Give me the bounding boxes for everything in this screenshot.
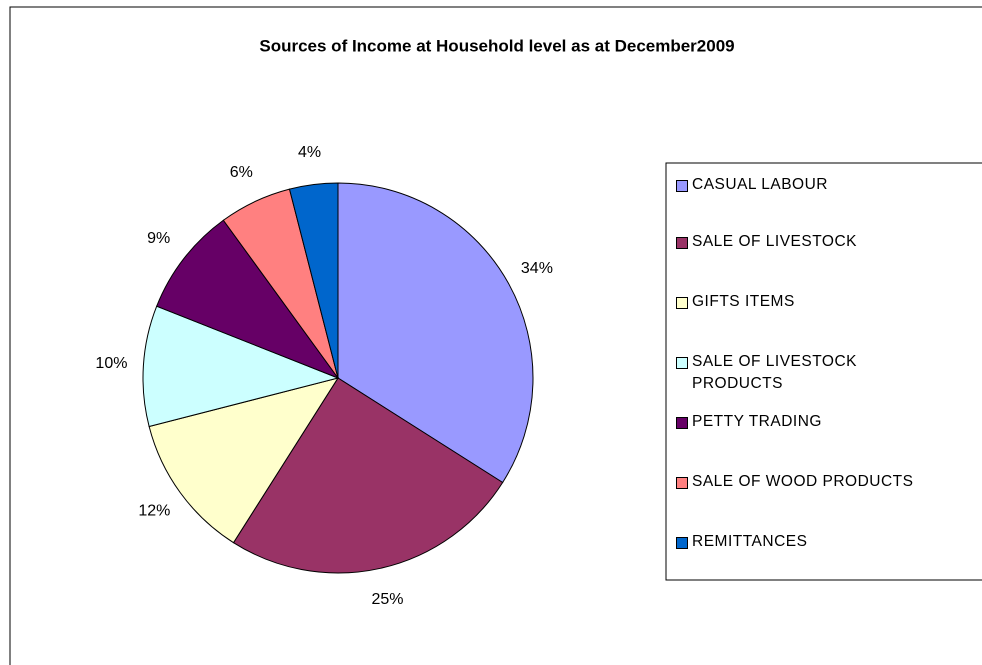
data-label: 25% [372,591,404,608]
chart-title: Sources of Income at Household level as … [259,36,734,55]
legend-entry: PETTY TRADING [676,411,822,433]
legend-entry: SALE OF LIVESTOCK [676,231,857,253]
legend-label: SALE OF WOOD PRODUCTS [692,473,914,490]
pie-slice [156,219,340,380]
data-label: 34% [521,260,553,277]
data-label: 4% [298,144,321,161]
legend-swatch [676,477,688,489]
legend-swatch [676,537,688,549]
legend-label: GIFTS ITEMS [692,293,795,310]
legend-label: PETTY TRADING [692,413,822,430]
legend-entry: GIFTS ITEMS [676,291,795,313]
legend-entry: SALE OF WOOD PRODUCTS [676,471,914,493]
legend-label: SALE OF LIVESTOCK [692,233,857,250]
pie-slice [232,377,504,574]
legend-label: REMITTANCES [692,533,808,550]
legend-swatch [676,417,688,429]
legend-swatch [676,180,688,192]
legend-swatch [676,237,688,249]
legend-box [665,162,982,581]
data-label: 12% [138,503,170,520]
pie-slice [288,182,339,379]
data-label: 9% [147,230,170,247]
pie-slice [337,182,534,484]
legend-label: SALE OF LIVESTOCK PRODUCTS [692,353,857,392]
legend-entry: REMITTANCES [676,531,807,553]
legend-entry: CASUAL LABOUR [676,174,828,196]
data-label: 10% [95,355,127,372]
pie-slice [148,377,340,544]
data-label: 6% [230,164,253,181]
legend-swatch [676,357,688,369]
legend-entry: SALE OF LIVESTOCK PRODUCTS [676,351,922,395]
legend-label: CASUAL LABOUR [692,176,828,193]
legend-swatch [676,297,688,309]
pie-slice [142,305,340,428]
